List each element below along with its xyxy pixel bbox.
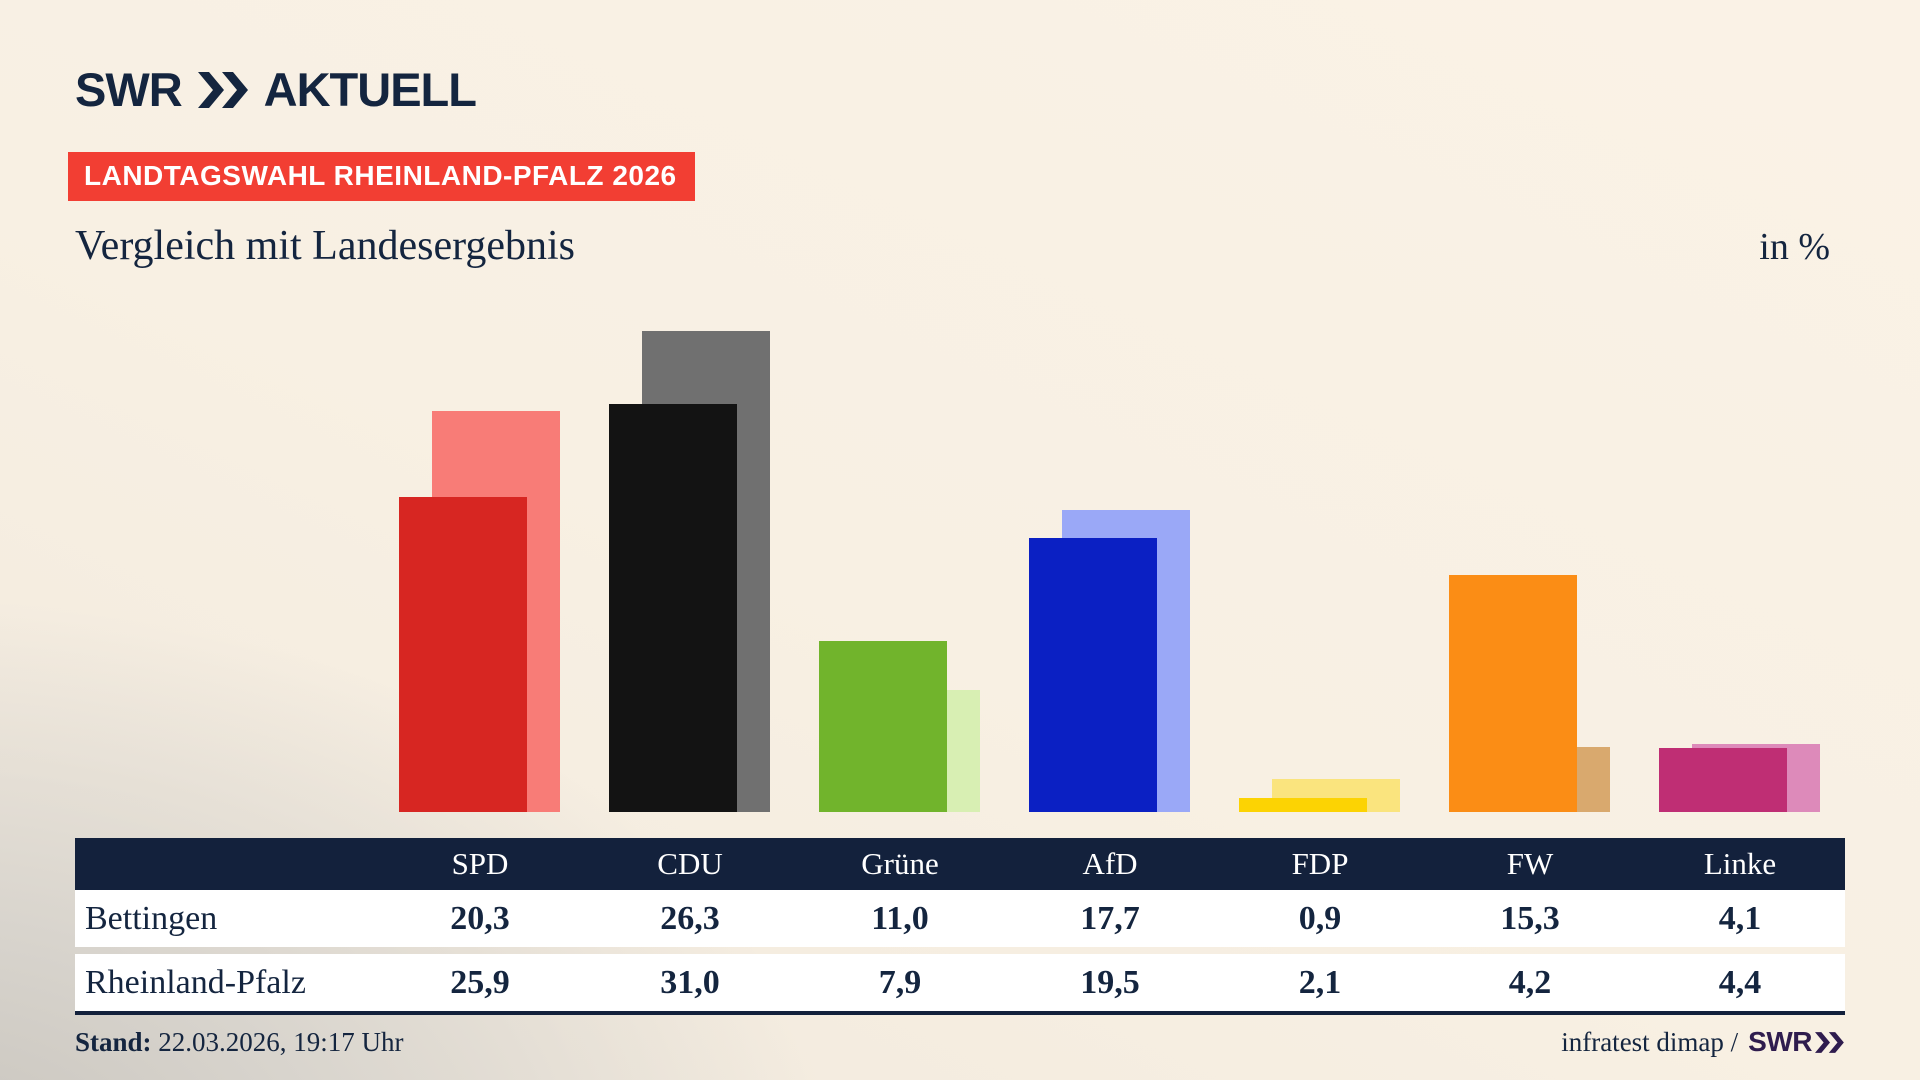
value-bettingen-gruene: 11,0 [871, 899, 929, 937]
value-rheinland-pfalz-spd: 25,9 [450, 963, 510, 1001]
source-credit: infratest dimap / SWR [1561, 1026, 1845, 1058]
column-header-spd: SPD [451, 846, 509, 881]
column-header-fdp: FDP [1291, 846, 1349, 881]
value-rheinland-pfalz-linke: 4,4 [1718, 963, 1762, 1001]
stand-timestamp: Stand: 22.03.2026, 19:17 Uhr [75, 1027, 404, 1058]
value-rheinland-pfalz-cdu: 31,0 [660, 963, 720, 1001]
bar-bettingen-afd [1029, 538, 1157, 812]
column-header-linke: Linke [1703, 846, 1777, 881]
title-row: Vergleich mit Landesergebnis in % [75, 222, 1830, 270]
swr-aktuell-logo: SWR AKTUELL [75, 62, 477, 117]
results-table: SPD CDU Grüne AfD FDP FW Linke Bettingen 20,3 26,… [75, 838, 1845, 1015]
bar-bettingen-cdu [609, 404, 737, 812]
logo-brand-text: SWR [75, 63, 183, 116]
table-row-rheinland-pfalz: Rheinland-Pfalz 25,9 31,0 7,9 19,5 2,1 4,2 4,4 [75, 954, 1845, 1011]
value-rheinland-pfalz-gruene: 7,9 [878, 963, 922, 1001]
row-label-rheinland-pfalz: Rheinland-Pfalz [85, 963, 306, 1001]
value-rheinland-pfalz-fdp: 2,1 [1298, 963, 1342, 1001]
double-chevron-icon [197, 71, 250, 108]
value-rheinland-pfalz-fw: 4,2 [1508, 963, 1552, 1001]
value-bettingen-fdp: 0,9 [1298, 899, 1342, 937]
footer: Stand: 22.03.2026, 19:17 Uhr infratest d… [75, 1026, 1845, 1058]
bar-bettingen-spd [399, 497, 527, 812]
value-bettingen-linke: 4,1 [1718, 899, 1762, 937]
bar-bettingen-fdp [1239, 798, 1367, 812]
logo-suffix-text: AKTUELL [263, 63, 477, 116]
column-header-cdu: CDU [657, 846, 723, 881]
bar-bettingen-linke [1659, 748, 1787, 812]
stand-value: 22.03.2026, 19:17 Uhr [158, 1027, 404, 1057]
value-rheinland-pfalz-afd: 19,5 [1080, 963, 1140, 1001]
table-row-bettingen: Bettingen 20,3 26,3 11,0 17,7 0,9 15,3 4,1 [75, 890, 1845, 947]
unit-label: in % [1759, 226, 1830, 268]
column-header-fw: FW [1506, 846, 1554, 881]
column-header-afd: AfD [1082, 846, 1138, 881]
value-bettingen-fw: 15,3 [1500, 899, 1560, 937]
bar-bettingen-gruene [819, 641, 947, 812]
badge-landtagswahl: LANDTAGSWAHL RHEINLAND-PFALZ 2026 [68, 152, 695, 201]
value-bettingen-spd: 20,3 [450, 899, 510, 937]
double-chevron-icon [1815, 1031, 1844, 1053]
source-text: infratest dimap / [1561, 1027, 1739, 1057]
stand-label: Stand: [75, 1027, 152, 1057]
chart-title: Vergleich mit Landesergebnis [75, 223, 575, 269]
table-header-row: SPD CDU Grüne AfD FDP FW Linke [75, 838, 1845, 890]
value-bettingen-afd: 17,7 [1080, 899, 1140, 937]
bar-bettingen-fw [1449, 575, 1577, 812]
value-bettingen-cdu: 26,3 [660, 899, 720, 937]
column-header-gruene: Grüne [861, 846, 939, 881]
row-label-bettingen: Bettingen [85, 899, 218, 937]
swr-brand-mark: SWR [1748, 1026, 1845, 1058]
